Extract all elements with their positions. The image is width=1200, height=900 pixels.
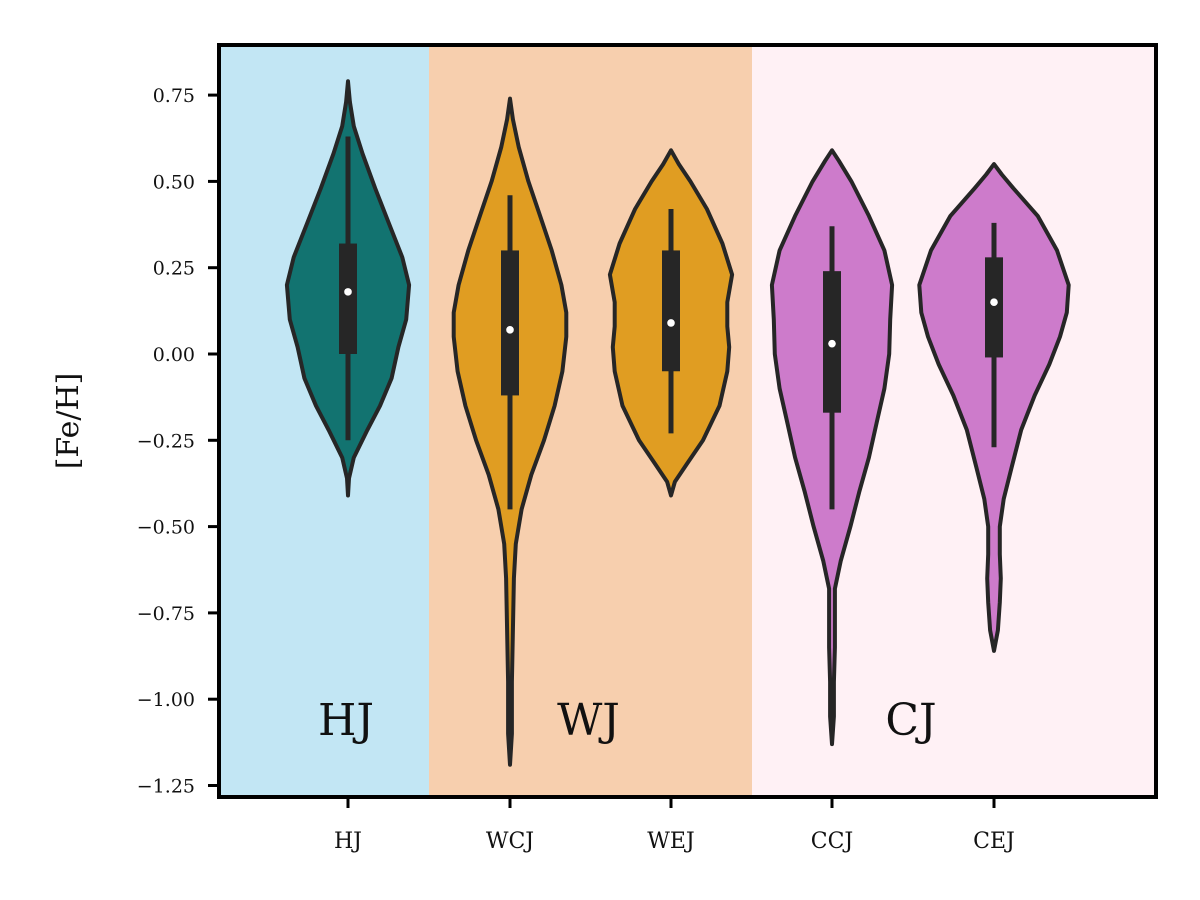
x-axis: HJ WCJ WEJ CCJ CEJ [334, 797, 1015, 854]
y-tick-label: 0.75 [153, 85, 195, 107]
y-axis: 0.75 0.50 0.25 0.00 −0.25 −0.50 −0.75 −1.00 −1.2… [137, 85, 219, 798]
x-tick-label-wej: WEJ [647, 829, 695, 854]
x-tick-label-hj: HJ [334, 829, 362, 854]
region-label-hj: HJ [318, 695, 374, 746]
median-dot-cej [990, 298, 998, 307]
region-labels: HJ WJ CJ [318, 695, 937, 746]
y-tick-label: 0.25 [153, 258, 195, 280]
x-tick-label-cej: CEJ [973, 829, 1015, 854]
y-tick-label: −0.25 [137, 430, 195, 452]
y-tick-label: −1.25 [137, 776, 195, 798]
violins [284, 79, 1071, 767]
x-tick-label-ccj: CCJ [811, 829, 854, 854]
median-dot-wej [667, 319, 675, 327]
region-label-cj: CJ [885, 695, 936, 746]
y-tick-label: 0.00 [153, 344, 195, 366]
y-axis-title: [Fe/H] [51, 373, 86, 470]
iqr-box-cej [985, 257, 1003, 358]
y-tick-label: −0.75 [137, 603, 195, 625]
region-label-wj: WJ [557, 695, 620, 746]
iqr-box-wej [662, 250, 680, 372]
y-tick-label: −0.50 [137, 517, 195, 539]
plot-frame [217, 43, 1158, 799]
median-dot-ccj [828, 339, 836, 348]
iqr-box-wcj [501, 250, 519, 396]
median-dot-hj [344, 288, 352, 296]
x-tick-label-wcj: WCJ [486, 829, 534, 854]
median-dot-wcj [506, 326, 514, 334]
y-tick-label: 0.50 [153, 171, 195, 193]
iqr-box-hj [339, 243, 357, 354]
y-tick-label: −1.00 [137, 689, 195, 711]
